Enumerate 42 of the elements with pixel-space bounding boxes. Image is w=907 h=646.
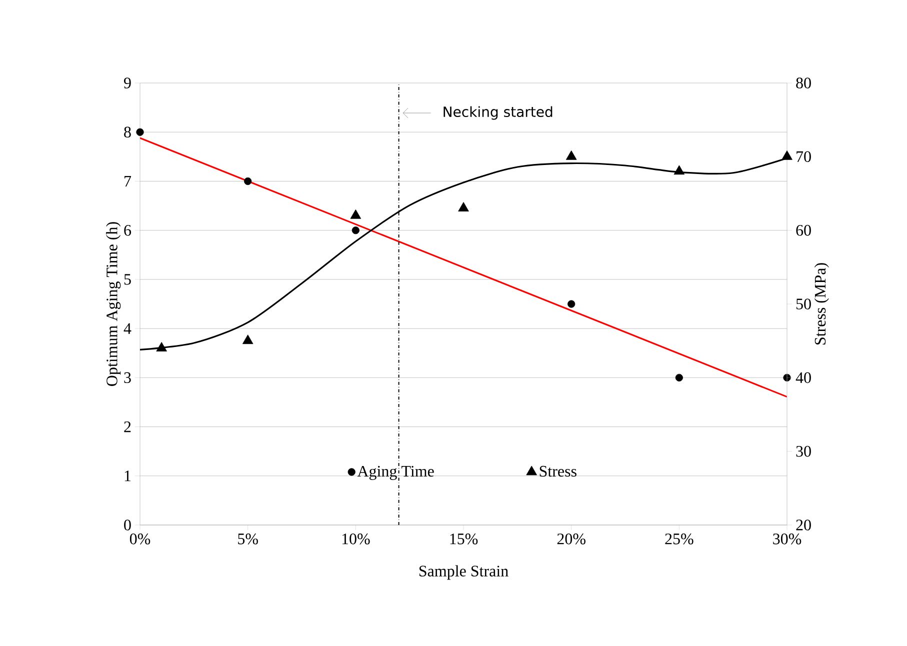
point [244,177,252,186]
x-tick-label: 20% [557,534,586,544]
x-tick-label: 25% [665,534,694,544]
ref-line-label: Necking started [444,106,552,120]
y-tick-label: 8 [124,126,131,138]
y2-tick-label: 40 [796,372,811,384]
point [136,128,144,136]
y-tick-label: 7 [124,176,132,186]
y2-tick-label: 50 [796,298,811,310]
y2-axis-title: Stress (MPa) [814,263,829,344]
y-tick-label: 9 [124,78,131,88]
y2-tick-label: 70 [796,151,811,162]
point [674,165,685,175]
x-tick-label: 0% [130,534,150,544]
x-axis-title: Sample Strain [419,565,508,580]
legend-label: Aging Time [357,466,434,480]
point [458,202,469,212]
point [156,342,167,352]
y-tick-label: 0 [124,520,131,530]
y-tick-label: 6 [124,224,132,236]
point [242,334,254,344]
x-tick-label: 15% [450,534,478,544]
point [352,226,360,234]
x-tick-label: 30% [773,534,802,544]
y2-tick-label: 30 [796,446,811,457]
y-tick-label: 4 [124,323,132,334]
y-tick-label: 5 [124,274,131,285]
y2-tick-label: 80 [796,78,811,88]
point [782,150,792,160]
y-tick-label: 2 [124,421,131,432]
y-tick-label: 1 [124,470,131,482]
x-tick-label: 5% [238,534,258,544]
point [568,300,576,308]
y2-tick-label: 60 [796,224,811,236]
point [350,209,362,219]
x-tick-label: 10% [342,534,370,544]
point [566,150,577,160]
y-tick-label: 3 [124,372,131,384]
point [675,374,683,382]
y-axis-title: Optimum Aging Time (h) [106,222,121,386]
y2-tick-label: 20 [796,520,811,530]
legend-label: Stress [540,466,576,477]
